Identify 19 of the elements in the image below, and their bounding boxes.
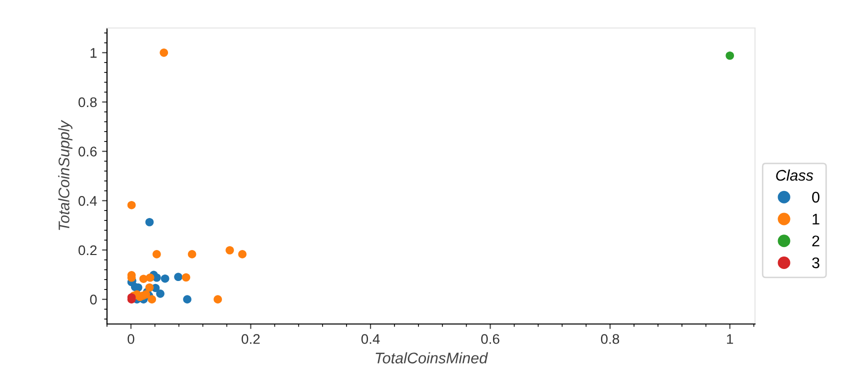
x-tick-label: 0 xyxy=(128,334,134,344)
legend-label: 2 xyxy=(812,236,820,246)
legend-title: Class xyxy=(776,170,814,181)
x-axis-title: TotalCoinsMined xyxy=(376,352,488,364)
x-tick-label: 0.4 xyxy=(361,334,380,344)
y-tick-label: 0.4 xyxy=(78,196,97,206)
legend-label: 1 xyxy=(812,214,820,224)
x-tick-label: 0.2 xyxy=(242,334,260,344)
legend-label: 0 xyxy=(812,192,820,203)
y-tick-label: 0.6 xyxy=(78,146,97,157)
y-tick-label: 1 xyxy=(90,48,97,58)
y-axis-title: TotalCoinSupply xyxy=(58,120,72,230)
x-tick-label: 1 xyxy=(727,334,734,344)
y-tick-label: 0.8 xyxy=(78,97,97,108)
x-tick-label: 0.8 xyxy=(600,334,620,344)
y-tick-label: 0 xyxy=(90,294,97,305)
x-tick-label: 0.6 xyxy=(481,334,500,344)
legend-label: 3 xyxy=(812,257,820,268)
y-tick-label: 0.2 xyxy=(78,245,97,256)
